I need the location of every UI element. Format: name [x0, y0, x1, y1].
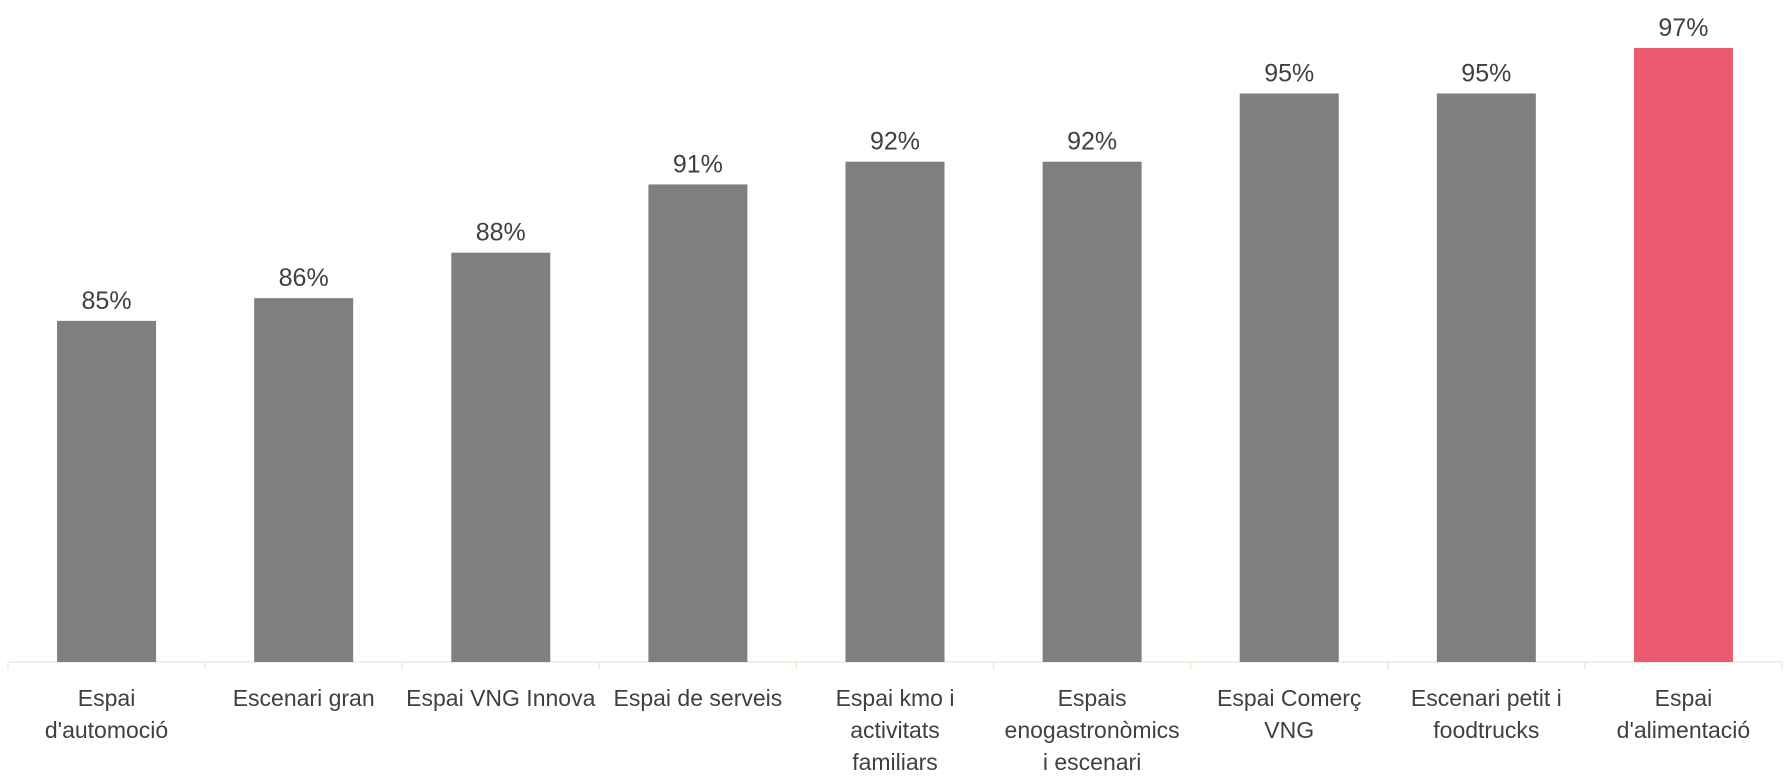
bar: [57, 320, 157, 662]
x-tick-label: Espai de serveis: [614, 685, 783, 711]
data-label: 95%: [1461, 59, 1511, 87]
data-label: 95%: [1264, 59, 1314, 87]
x-tick-label: Espai d'alimentació: [1617, 685, 1751, 743]
x-tick-label: Escenari petit i foodtrucks: [1411, 685, 1562, 743]
data-label: 92%: [870, 128, 920, 156]
bar: [451, 252, 551, 662]
data-label: 86%: [279, 264, 329, 292]
x-tick-label: Espai kmo i activitats familiars: [836, 685, 955, 775]
bar: [845, 161, 945, 662]
x-tick-label: Espai VNG Innova: [406, 685, 595, 711]
bar: [254, 298, 354, 662]
data-label: 97%: [1658, 14, 1708, 42]
bar: [1042, 161, 1142, 662]
bar: [1239, 93, 1339, 662]
data-label: 92%: [1067, 128, 1117, 156]
bar: [1633, 48, 1733, 662]
data-label: 91%: [673, 150, 723, 178]
x-tick-label: Espais enogastronòmics i escenari: [1005, 685, 1180, 775]
bar: [1436, 93, 1536, 662]
data-label: 88%: [476, 219, 526, 247]
x-tick-label: Escenari gran: [233, 685, 375, 711]
bar: [648, 184, 748, 662]
x-tick-label: Espai Comerç VNG: [1217, 685, 1361, 743]
x-tick-label: Espai d'automoció: [45, 685, 168, 743]
data-label: 85%: [82, 287, 132, 315]
